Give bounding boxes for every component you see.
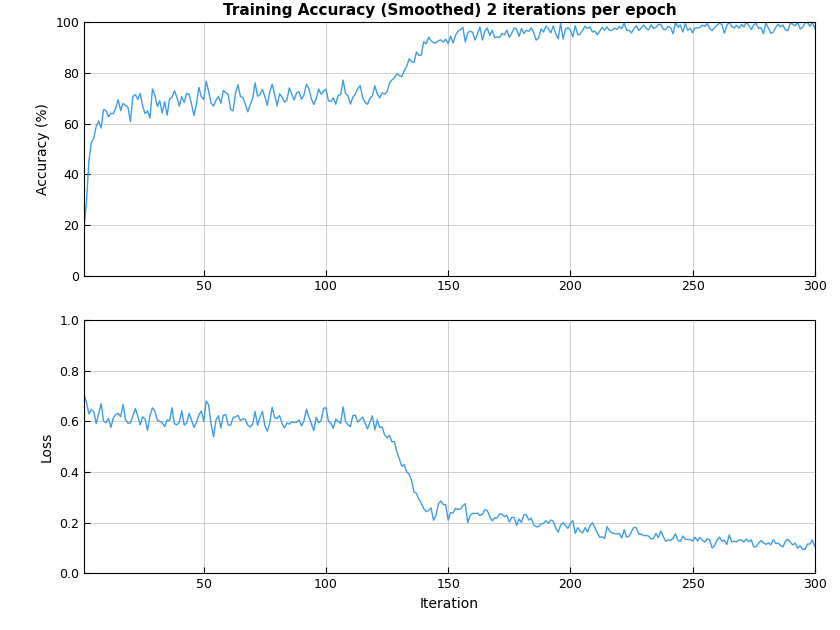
X-axis label: Iteration: Iteration bbox=[420, 597, 479, 610]
Y-axis label: Accuracy (%): Accuracy (%) bbox=[36, 103, 50, 195]
Y-axis label: Loss: Loss bbox=[39, 432, 54, 462]
Title: Training Accuracy (Smoothed) 2 iterations per epoch: Training Accuracy (Smoothed) 2 iteration… bbox=[223, 3, 676, 18]
